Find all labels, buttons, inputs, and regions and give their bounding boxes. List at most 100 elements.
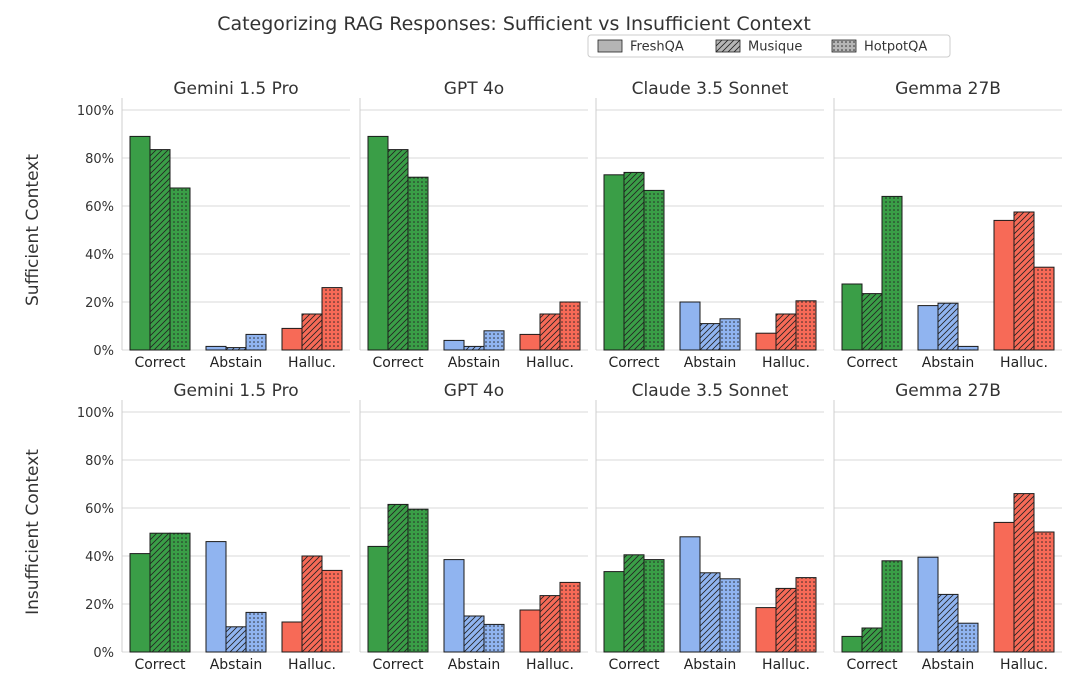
bar-abstain-freshqa <box>917 305 939 351</box>
bar-abstain-musique <box>699 572 721 653</box>
legend: FreshQA Musique HotpotQA <box>587 34 951 58</box>
legend-swatch-pattern <box>832 40 856 52</box>
x-tick-label: Correct <box>134 355 186 371</box>
bar-correct-musique <box>861 293 883 351</box>
legend-swatch-pattern <box>716 40 740 52</box>
x-tick-label: Halluc. <box>288 657 336 673</box>
x-tick-label: Abstain <box>684 355 737 371</box>
panel-title: Claude 3.5 Sonnet <box>632 79 789 99</box>
bar-abstain-freshqa <box>679 301 701 351</box>
legend-entry: FreshQA <box>597 39 684 55</box>
bar-abstain-musique <box>463 615 485 653</box>
bar-halluc-musique <box>539 313 561 351</box>
panel-sufficient-1: GPT 4o Correct Abstain Halluc. <box>359 79 588 371</box>
bar-halluc-hotpotqa <box>1033 531 1055 653</box>
bar-halluc-freshqa <box>993 219 1015 351</box>
y-tick-label: 40% <box>85 550 114 565</box>
y-tick-label: 0% <box>93 344 114 359</box>
bar-correct-freshqa <box>841 283 863 351</box>
bar-abstain-freshqa <box>205 345 227 351</box>
legend-label: Musique <box>748 40 802 55</box>
bar-halluc-freshqa <box>755 607 777 653</box>
bar-correct-hotpotqa <box>881 560 903 653</box>
bar-correct-musique <box>387 503 409 653</box>
bar-abstain-hotpotqa <box>245 611 267 653</box>
bar-correct-hotpotqa <box>407 508 429 653</box>
chart-title: Categorizing RAG Responses: Sufficient v… <box>217 13 811 35</box>
bar-abstain-hotpotqa <box>719 578 741 653</box>
panel-insufficient-3: Gemma 27B Correct Abstain Halluc. <box>833 381 1062 673</box>
bar-halluc-freshqa <box>519 333 541 351</box>
bar-abstain-freshqa <box>917 556 939 653</box>
legend-entry: Musique <box>715 40 802 55</box>
bar-halluc-musique <box>775 587 797 653</box>
bar-abstain-musique <box>225 626 247 653</box>
bar-correct-musique <box>861 627 883 653</box>
x-tick-label: Halluc. <box>762 355 810 371</box>
bar-correct-musique <box>149 149 171 351</box>
bar-halluc-hotpotqa <box>321 569 343 653</box>
bar-abstain-musique <box>463 345 485 351</box>
bar-correct-freshqa <box>367 135 389 351</box>
x-tick-label: Abstain <box>210 657 263 673</box>
bar-halluc-hotpotqa <box>321 287 343 351</box>
x-tick-label: Correct <box>846 355 898 371</box>
bar-halluc-musique <box>539 595 561 653</box>
panel-insufficient-0: Gemini 1.5 Pro Correct Abstain Halluc. 0% 20%… <box>77 381 350 673</box>
row-label: Insufficient Context <box>23 449 43 615</box>
x-tick-label: Halluc. <box>762 657 810 673</box>
bar-correct-hotpotqa <box>881 195 903 351</box>
x-tick-label: Abstain <box>448 355 501 371</box>
bar-halluc-hotpotqa <box>559 581 581 653</box>
bar-correct-hotpotqa <box>169 187 191 351</box>
bar-correct-musique <box>623 171 645 351</box>
x-tick-label: Correct <box>134 657 186 673</box>
x-tick-label: Correct <box>608 657 660 673</box>
bar-correct-freshqa <box>603 174 625 351</box>
bar-correct-hotpotqa <box>643 189 665 351</box>
panel-sufficient-0: Gemini 1.5 Pro Correct Abstain Halluc. 0% 20%… <box>77 79 350 371</box>
bar-abstain-hotpotqa <box>719 318 741 351</box>
x-tick-label: Abstain <box>210 355 263 371</box>
bar-correct-musique <box>623 554 645 653</box>
panel-title: Gemma 27B <box>895 381 1001 401</box>
bar-halluc-musique <box>775 313 797 351</box>
bar-halluc-musique <box>301 313 323 351</box>
bar-abstain-hotpotqa <box>957 622 979 653</box>
legend-swatch <box>597 39 623 53</box>
bar-abstain-musique <box>937 593 959 653</box>
row-label: Sufficient Context <box>23 154 43 306</box>
bar-correct-musique <box>149 532 171 653</box>
bar-halluc-freshqa <box>519 609 541 653</box>
bar-correct-freshqa <box>603 571 625 653</box>
legend-label: HotpotQA <box>864 40 927 55</box>
x-tick-label: Abstain <box>684 657 737 673</box>
bar-halluc-hotpotqa <box>1033 266 1055 351</box>
bar-halluc-hotpotqa <box>795 577 817 653</box>
bar-abstain-musique <box>937 302 959 351</box>
y-tick-label: 40% <box>85 248 114 263</box>
bar-halluc-hotpotqa <box>559 301 581 351</box>
bar-abstain-hotpotqa <box>483 623 505 653</box>
bar-halluc-freshqa <box>281 327 303 351</box>
x-tick-label: Abstain <box>922 657 975 673</box>
legend-entry: HotpotQA <box>831 40 927 55</box>
y-tick-label: 60% <box>85 200 114 215</box>
x-tick-label: Halluc. <box>526 355 574 371</box>
bar-correct-freshqa <box>129 553 151 653</box>
bar-abstain-freshqa <box>443 339 465 351</box>
x-tick-label: Correct <box>372 355 424 371</box>
y-tick-label: 80% <box>85 454 114 469</box>
panel-insufficient-1: GPT 4o Correct Abstain Halluc. <box>359 381 588 673</box>
bar-abstain-hotpotqa <box>245 333 267 351</box>
y-tick-label: 80% <box>85 152 114 167</box>
panel-title: GPT 4o <box>444 79 504 99</box>
bar-correct-hotpotqa <box>169 532 191 653</box>
x-tick-label: Abstain <box>922 355 975 371</box>
bar-abstain-freshqa <box>443 559 465 653</box>
y-tick-label: 0% <box>93 646 114 661</box>
x-tick-label: Correct <box>608 355 660 371</box>
bar-halluc-musique <box>1013 493 1035 653</box>
panel-title: Gemma 27B <box>895 79 1001 99</box>
